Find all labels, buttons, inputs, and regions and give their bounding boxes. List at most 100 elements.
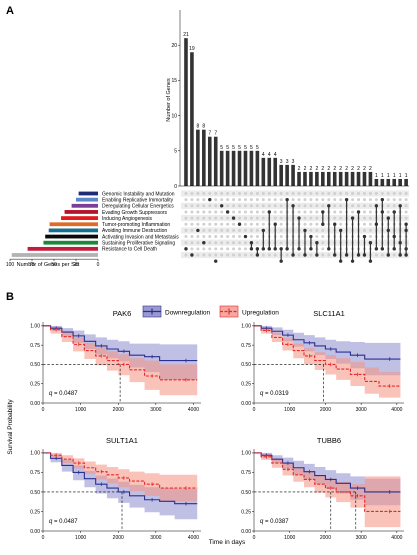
matrix-dot-empty [196,222,200,226]
matrix-dot-filled [208,197,212,202]
matrix-dot-filled [398,253,402,257]
matrix-dot-filled [267,247,271,251]
set-name-label: Tumor-promoting Inflammation [102,222,170,228]
matrix-dot-empty [339,192,343,195]
matrix-dot-empty [362,192,366,195]
matrix-dot-empty [226,192,230,195]
matrix-dot-empty [261,216,265,220]
matrix-dot-filled [231,216,236,220]
matrix-dot-empty [238,253,242,257]
matrix-dot-empty [309,210,313,214]
matrix-row-stripe [181,202,410,209]
matrix-dot-empty [339,204,343,208]
matrix-dot-empty [208,222,212,226]
matrix-dot-filled [398,241,402,245]
matrix-dot-empty [184,216,188,220]
survival-y-tick-label: 0.50 [30,362,40,368]
matrix-dot-empty [404,192,408,195]
matrix-dot-empty [297,198,301,202]
intersection-bar-label: 2 [363,166,366,172]
intersection-bar-label: 19 [189,46,195,52]
matrix-dot-empty [196,198,200,202]
upset-y-tick-label: 10 [171,113,177,119]
upset-y-axis-label: Number of Genes [166,78,172,122]
matrix-dot-empty [374,253,378,257]
matrix-dot-empty [226,235,230,239]
matrix-dot-empty [380,192,384,195]
survival-curve-upregulation [254,452,401,513]
intersection-bar-label: 1 [399,173,402,179]
matrix-dot-empty [232,228,236,232]
matrix-dot-empty [255,222,259,226]
matrix-dot-empty [214,241,218,245]
matrix-dot-empty [255,235,259,239]
legend-up-label: Upregulation [242,310,279,317]
matrix-dot-filled [273,222,277,226]
matrix-dot-empty [321,204,325,208]
survival-y-tick-label: 0.75 [30,343,40,349]
survival-curve-downregulation [254,325,401,360]
matrix-dot-empty [279,222,283,226]
set-name-label: Avoiding Immune Destruction [102,228,167,234]
matrix-dot-empty [303,198,307,202]
intersection-bar [267,157,272,186]
matrix-dot-empty [315,210,319,214]
matrix-dot-empty [279,192,283,195]
matrix-dot-filled [303,253,307,257]
matrix-dot-empty [297,253,301,257]
matrix-dot-empty [249,253,253,257]
q-label: q [260,391,264,397]
matrix-dot-empty [279,228,283,232]
matrix-dot-filled [202,241,206,245]
matrix-dot-empty [309,216,313,220]
matrix-dot-empty [190,192,194,195]
intersection-bar [368,171,373,186]
survival-y-tick-label: 0.25 [30,382,40,388]
matrix-dot-empty [243,253,247,257]
matrix-dot-empty [255,241,259,245]
matrix-dot-empty [255,204,259,208]
survival-x-tick-label: 4000 [391,535,402,541]
legend-down-label: Downregulation [165,310,211,317]
matrix-dot-empty [368,235,372,239]
matrix-dot-empty [196,235,200,239]
ci-band-upregulation [254,325,401,398]
intersection-bar-label: 2 [339,166,342,172]
intersection-bar-label: 4 [274,152,277,158]
survival-y-tick-label: 0.50 [241,362,251,368]
matrix-dot-empty [339,222,343,226]
matrix-dot-filled [285,197,289,202]
ci-band-upregulation [43,452,198,502]
matrix-dot-filled [255,253,260,257]
q-value-annotation: q = 0.0487 [49,519,78,525]
matrix-dot-filled [333,253,337,257]
q-value: = 0.0487 [52,391,78,397]
matrix-dot-empty [243,222,247,226]
survival-x-tick-label: 2000 [320,535,331,541]
matrix-dot-empty [243,228,247,232]
matrix-dot-empty [368,222,372,226]
survival-x-tick-label: 3000 [356,407,367,413]
matrix-dot-empty [357,198,361,202]
intersection-bar [279,164,283,186]
set-x-tick-label: 100 [6,262,15,268]
matrix-dot-empty [226,198,230,202]
matrix-dot-empty [220,241,224,245]
matrix-dot-empty [315,198,319,202]
matrix-dot-empty [392,204,396,208]
matrix-dot-empty [285,253,289,257]
matrix-dot-empty [190,228,194,232]
matrix-dot-filled [356,210,361,214]
matrix-dot-filled [380,247,385,251]
set-size-x-axis-label: Number of Genes per Set [17,262,80,268]
matrix-dot-empty [279,216,283,220]
survival-x-tick-label: 0 [42,535,45,541]
survival-x-axis-label: Time in days [209,539,246,546]
matrix-dot-empty [243,192,247,195]
matrix-dot-empty [202,247,206,251]
intersection-bar-label: 2 [304,166,307,172]
matrix-dot-empty [303,204,307,208]
matrix-dot-empty [220,247,224,251]
matrix-dot-empty [392,253,396,257]
